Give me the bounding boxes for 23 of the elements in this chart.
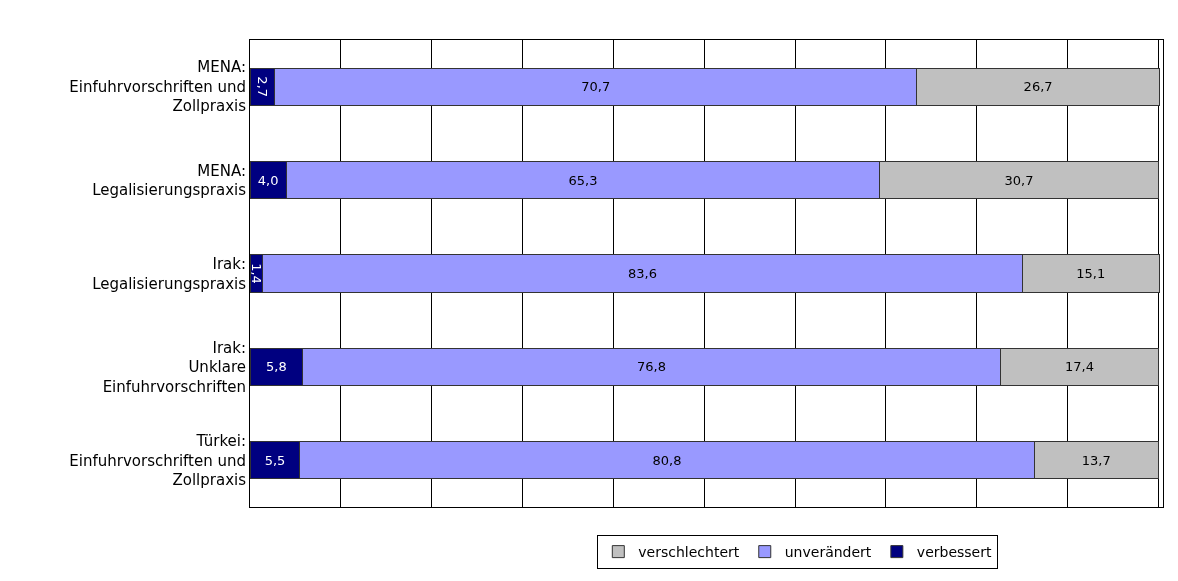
data-label: 76,8 [637,359,667,375]
data-label: 4,0 [257,172,279,188]
legend-label: verbessert [916,544,992,561]
data-label: 1,4 [248,263,264,284]
data-label: 2,7 [254,76,270,98]
data-label: 5,8 [266,359,287,375]
y-tick-label: MENA: Einfuhrvorschriften und Zollpraxis [69,58,247,116]
y-tick-label: MENA: Legalisierungspraxis [92,161,247,200]
y-tick-label: Türkei: Einfuhrvorschriften und Zollpraxis [69,432,247,490]
y-tick-label: Irak: Legalisierungspraxis [92,255,247,293]
data-label: 30,7 [1004,172,1034,188]
data-label: 5,5 [264,452,286,468]
data-label: 65,3 [568,172,598,188]
data-label: 26,7 [1023,79,1053,95]
y-tick-label: Irak: Unklare Einfuhrvorschriften [102,338,246,396]
data-label: 70,7 [581,79,611,95]
legend-label: verschlechtert [638,544,740,561]
data-label: 17,4 [1064,359,1094,375]
data-label: 13,7 [1081,452,1111,468]
data-label: 83,6 [627,266,657,281]
legend-label: unverändert [784,544,872,561]
data-label: 15,1 [1076,266,1106,281]
data-label: 80,8 [652,452,682,468]
